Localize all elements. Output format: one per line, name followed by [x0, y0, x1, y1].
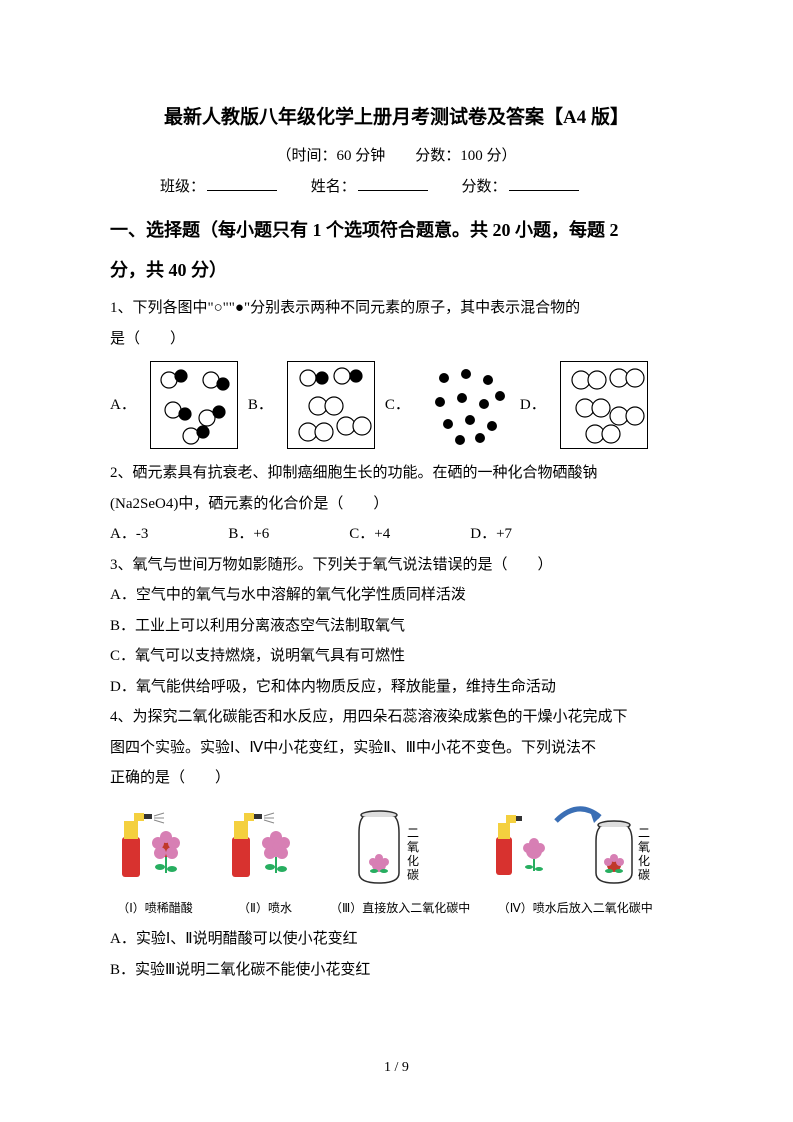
q3-c: C．氧气可以支持燃烧，说明氧气具有可燃性	[110, 642, 683, 671]
exp-1-caption: （Ⅰ）喷稀醋酸	[110, 897, 200, 920]
q1-diagrams: A． B．	[110, 361, 683, 449]
exp-4: 二 氧 化 碳 （Ⅳ）喷水后放入二氧化碳中	[490, 803, 660, 920]
exp-3-caption: （Ⅲ）直接放入二氧化碳中	[330, 897, 470, 920]
score-blank[interactable]	[509, 175, 579, 191]
q1-opt-a-label: A．	[110, 391, 136, 420]
exam-meta: （时间：60 分钟 分数：100 分）	[110, 142, 683, 171]
q1-diagram-c	[424, 362, 510, 448]
exam-page: 最新人教版八年级化学上册月考测试卷及答案【A4 版】 （时间：60 分钟 分数：…	[0, 0, 793, 1122]
class-label: 班级：	[160, 179, 205, 195]
student-fields: 班级： 姓名： 分数：	[110, 173, 683, 202]
svg-text:氧: 氧	[638, 840, 650, 854]
spray-flower-icon	[110, 803, 200, 889]
score-label: 分数：	[462, 179, 507, 195]
svg-text:碳: 碳	[638, 868, 650, 882]
q1-diagram-d	[560, 361, 648, 449]
q3-d: D．氧气能供给呼吸，它和体内物质反应，释放能量，维持生命活动	[110, 673, 683, 702]
svg-text:二: 二	[638, 826, 650, 840]
jar-flower-icon: 二 氧 化 碳	[345, 803, 455, 889]
q2-opt-c: C．+4	[349, 520, 390, 549]
q1-diagram-a	[150, 361, 238, 449]
q2-l2: (Na2SeO4)中，硒元素的化合价是（ ）	[110, 490, 683, 519]
exp-2-caption: （Ⅱ）喷水	[220, 897, 310, 920]
svg-text:化: 化	[407, 854, 419, 868]
name-label: 姓名：	[311, 179, 356, 195]
q1-stem2: 是（ ）	[110, 325, 683, 354]
q1-opt-d-label: D．	[520, 391, 546, 420]
svg-text:碳: 碳	[407, 868, 419, 882]
spray-jar-arrow-icon: 二 氧 化 碳	[490, 803, 660, 889]
spray-flower-icon	[220, 803, 310, 889]
q3-a: A．空气中的氧气与水中溶解的氧气化学性质同样活泼	[110, 581, 683, 610]
q4-l3: 正确的是（ ）	[110, 764, 683, 793]
page-title: 最新人教版八年级化学上册月考测试卷及答案【A4 版】	[110, 100, 683, 136]
q2-opt-a: A．-3	[110, 520, 148, 549]
q2-options: A．-3 B．+6 C．+4 D．+7	[110, 520, 683, 549]
q1-stem: 1、下列各图中"○""●"分别表示两种不同元素的原子，其中表示混合物的	[110, 294, 683, 323]
q2-l1: 2、硒元素具有抗衰老、抑制癌细胞生长的功能。在硒的一种化合物硒酸钠	[110, 459, 683, 488]
exp-2: （Ⅱ）喷水	[220, 803, 310, 920]
section-line1: 一、选择题（每小题只有 1 个选项符合题意。共 20 小题，每题 2	[110, 220, 619, 240]
exp-3: 二 氧 化 碳 （Ⅲ）直接放入二氧化碳中	[330, 803, 470, 920]
q1-diagram-b	[287, 361, 375, 449]
jar-label-1: 二	[407, 826, 419, 840]
q4-experiment-row: （Ⅰ）喷稀醋酸	[110, 803, 683, 920]
section-line2: 分，共 40 分）	[110, 260, 227, 280]
class-blank[interactable]	[207, 175, 277, 191]
svg-text:氧: 氧	[407, 840, 419, 854]
svg-text:化: 化	[638, 854, 650, 868]
exp-1: （Ⅰ）喷稀醋酸	[110, 803, 200, 920]
q4-l1: 4、为探究二氧化碳能否和水反应，用四朵石蕊溶液染成紫色的干燥小花完成下	[110, 703, 683, 732]
section-heading: 一、选择题（每小题只有 1 个选项符合题意。共 20 小题，每题 2 分，共 4…	[110, 211, 683, 290]
q4-b: B．实验Ⅲ说明二氧化碳不能使小花变红	[110, 956, 683, 985]
q2-opt-b: B．+6	[228, 520, 269, 549]
q1-opt-c-label: C．	[385, 391, 410, 420]
q4-l2: 图四个实验。实验Ⅰ、Ⅳ中小花变红，实验Ⅱ、Ⅲ中小花不变色。下列说法不	[110, 734, 683, 763]
q1-opt-b-label: B．	[248, 391, 273, 420]
q3-stem: 3、氧气与世间万物如影随形。下列关于氧气说法错误的是（ ）	[110, 551, 683, 580]
q4-a: A．实验Ⅰ、Ⅱ说明醋酸可以使小花变红	[110, 925, 683, 954]
exp-4-caption: （Ⅳ）喷水后放入二氧化碳中	[490, 897, 660, 920]
q2-opt-d: D．+7	[470, 520, 512, 549]
name-blank[interactable]	[358, 175, 428, 191]
page-number: 1 / 9	[0, 1055, 793, 1082]
q3-b: B．工业上可以利用分离液态空气法制取氧气	[110, 612, 683, 641]
